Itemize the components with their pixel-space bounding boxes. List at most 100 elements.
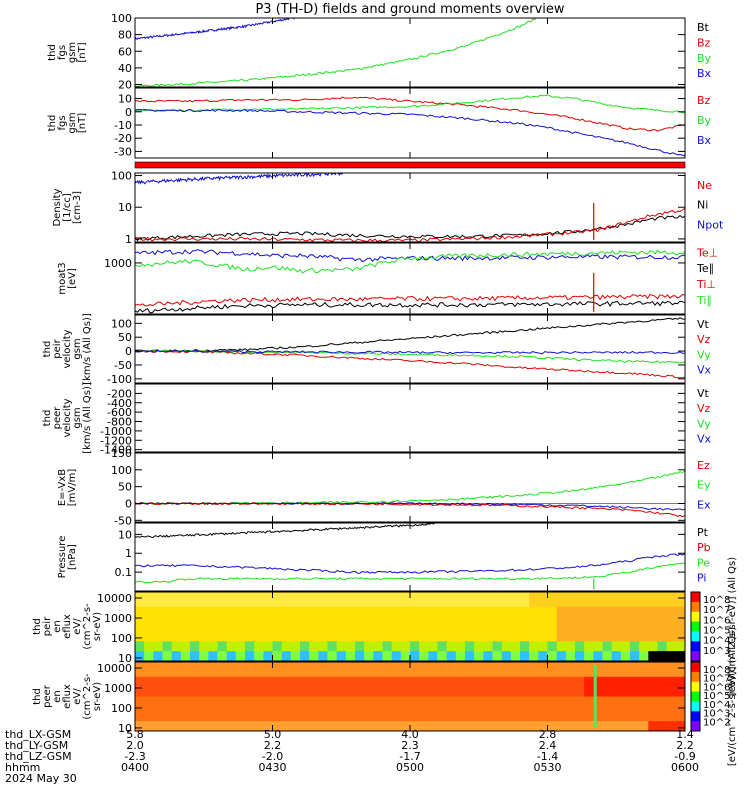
heatmap-cell bbox=[345, 726, 356, 731]
heatmap-cell bbox=[153, 721, 164, 727]
x-tick-lz: -2.0 bbox=[262, 750, 283, 763]
heatmap-cell bbox=[483, 716, 494, 722]
heatmap-cell bbox=[639, 671, 649, 678]
heatmap-cell bbox=[226, 631, 237, 637]
heatmap-cell bbox=[620, 626, 631, 633]
heatmap-cell bbox=[208, 726, 219, 731]
heatmap-cell bbox=[675, 696, 685, 703]
heatmap-cell bbox=[648, 631, 659, 637]
y-tick-label: 0 bbox=[125, 106, 132, 119]
heatmap-cell bbox=[345, 696, 356, 703]
heatmap-cell bbox=[336, 716, 347, 722]
y-axis-label-line: [1/cc] bbox=[62, 193, 73, 222]
heatmap-cell bbox=[235, 666, 246, 673]
y-tick-label: 10 bbox=[118, 528, 132, 541]
heatmap-cell bbox=[492, 641, 503, 647]
heatmap-cell bbox=[217, 621, 228, 628]
heatmap-cell bbox=[538, 611, 549, 618]
heatmap-cell bbox=[538, 706, 549, 712]
heatmap-cell bbox=[666, 706, 677, 712]
heatmap-cell bbox=[602, 616, 613, 623]
heatmap-cell bbox=[565, 592, 576, 598]
heatmap-cell bbox=[547, 681, 558, 688]
series-line-blue bbox=[135, 18, 300, 40]
red-strip-frame bbox=[134, 161, 686, 169]
heatmap-cell bbox=[630, 671, 640, 678]
heatmap-cell bbox=[501, 706, 512, 712]
heatmap-cell bbox=[382, 606, 393, 613]
heatmap-cell bbox=[630, 592, 640, 598]
heatmap-cell bbox=[620, 671, 631, 678]
heatmap-cell bbox=[318, 592, 329, 598]
heatmap-cell bbox=[419, 601, 429, 608]
heatmap-cell bbox=[410, 611, 420, 618]
x-tick-ly: 2.4 bbox=[539, 739, 557, 752]
heatmap-cell bbox=[648, 681, 659, 688]
heatmap-cell bbox=[593, 691, 604, 698]
heatmap-cell bbox=[492, 656, 503, 661]
heatmap-cell bbox=[483, 671, 494, 678]
heatmap-cell bbox=[538, 726, 549, 731]
y-tick-label: 1000 bbox=[104, 682, 132, 695]
heatmap-cell bbox=[382, 592, 393, 598]
heatmap-cell bbox=[474, 671, 484, 678]
heatmap-cell bbox=[474, 681, 484, 688]
legend-Vt: Vt bbox=[697, 387, 710, 400]
heatmap-cell bbox=[199, 716, 209, 722]
heatmap-cell bbox=[400, 616, 411, 623]
heatmap-cell bbox=[382, 701, 393, 707]
heatmap-cell bbox=[190, 621, 200, 628]
heatmap-cell bbox=[520, 662, 530, 668]
heatmap-cell bbox=[510, 656, 521, 661]
heatmap-cell bbox=[300, 601, 310, 608]
heatmap-cell bbox=[391, 666, 402, 673]
heatmap-cell bbox=[474, 701, 484, 707]
heatmap-cell bbox=[639, 662, 649, 668]
heatmap-cell bbox=[281, 651, 292, 657]
heatmap-cell bbox=[235, 641, 246, 647]
heatmap-cell bbox=[556, 611, 567, 618]
heatmap-cell bbox=[336, 681, 347, 688]
heatmap-cell bbox=[263, 686, 274, 693]
heatmap-cell bbox=[465, 601, 475, 608]
heatmap-cell bbox=[547, 621, 558, 628]
heatmap-cell bbox=[575, 711, 585, 717]
heatmap-cell bbox=[162, 606, 173, 613]
heatmap-cell bbox=[235, 656, 246, 661]
heatmap-cell bbox=[309, 691, 319, 698]
legend-Te⊥: Te⊥ bbox=[696, 246, 718, 259]
heatmap-cell bbox=[391, 621, 402, 628]
y-axis-label-line: [nT] bbox=[77, 113, 88, 133]
heatmap-cell bbox=[675, 626, 685, 633]
heatmap-cell bbox=[309, 726, 319, 731]
heatmap-cell bbox=[300, 611, 310, 618]
heatmap-cell bbox=[290, 611, 301, 618]
series-line-black bbox=[135, 523, 438, 539]
heatmap-cell bbox=[410, 696, 420, 703]
heatmap-cell bbox=[492, 676, 503, 683]
heatmap-cell bbox=[327, 626, 338, 633]
heatmap-cell bbox=[657, 626, 668, 633]
heatmap-cell bbox=[263, 681, 274, 688]
heatmap-cell bbox=[135, 646, 145, 652]
heatmap-cell bbox=[620, 676, 631, 683]
heatmap-cell bbox=[162, 701, 173, 707]
heatmap-cell bbox=[345, 666, 356, 673]
heatmap-cell bbox=[327, 716, 338, 722]
heatmap-cell bbox=[180, 626, 191, 633]
heatmap-cell bbox=[620, 651, 631, 657]
heatmap-cell bbox=[648, 606, 659, 613]
heatmap-cell bbox=[437, 716, 448, 722]
heatmap-cell bbox=[199, 656, 209, 661]
heatmap-cell bbox=[281, 641, 292, 647]
heatmap-cell bbox=[547, 696, 558, 703]
heatmap-cell bbox=[611, 726, 622, 731]
heatmap-cell bbox=[428, 611, 439, 618]
heatmap-cell bbox=[465, 706, 475, 712]
heatmap-cell bbox=[446, 686, 457, 693]
heatmap-cell bbox=[520, 721, 530, 727]
heatmap-cell bbox=[593, 671, 604, 678]
y-tick-label: 100 bbox=[111, 170, 132, 183]
heatmap-cell bbox=[675, 651, 685, 657]
